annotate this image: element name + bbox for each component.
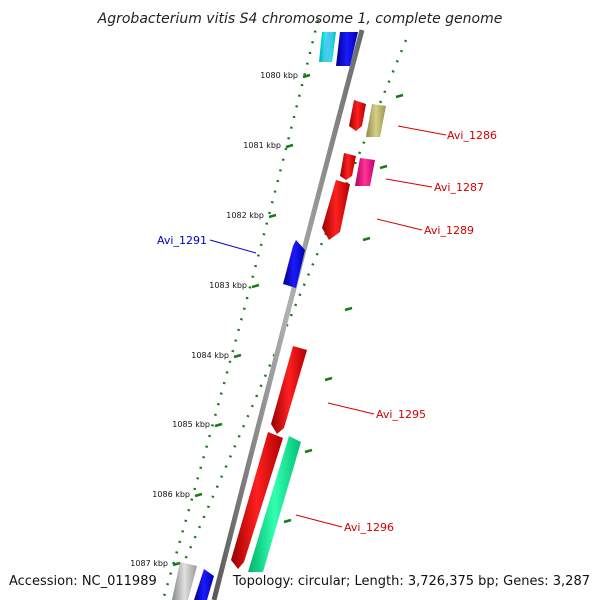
gene-label-avi-1296[interactable]: Avi_1296 bbox=[344, 521, 394, 534]
gene-arrow-red-1296a bbox=[231, 432, 283, 569]
kbp-tick-mark bbox=[302, 73, 311, 79]
kbp-tick-label: 1081 kbp bbox=[243, 141, 281, 150]
gene-arrow-grey-bottom bbox=[172, 562, 197, 600]
strand-tick-mark bbox=[304, 448, 313, 454]
gene-arrow-blue-top bbox=[336, 32, 358, 66]
kbp-tick-mark bbox=[285, 143, 294, 149]
gene-leader-line bbox=[327, 402, 375, 415]
kbp-tick-mark bbox=[233, 353, 242, 359]
kbp-tick-mark bbox=[268, 213, 277, 219]
kbp-tick-label: 1083 kbp bbox=[209, 281, 247, 290]
kbp-tick-mark bbox=[251, 283, 260, 289]
gene-label-avi-1289[interactable]: Avi_1289 bbox=[424, 224, 474, 237]
strand-tick-mark bbox=[344, 306, 353, 312]
gene-arrow-red-1285 bbox=[349, 100, 366, 131]
strand-tick-mark bbox=[324, 376, 333, 382]
gene-leader-line bbox=[376, 218, 423, 231]
gene-arrow-blue-bottom bbox=[194, 569, 214, 600]
gene-leader-line bbox=[295, 514, 343, 528]
gene-label-avi-1295[interactable]: Avi_1295 bbox=[376, 408, 426, 421]
gene-arrow-red-1295 bbox=[271, 346, 307, 434]
kbp-tick-label: 1080 kbp bbox=[260, 71, 298, 80]
gene-label-avi-1287[interactable]: Avi_1287 bbox=[434, 181, 484, 194]
gene-leader-line bbox=[397, 125, 447, 136]
strand-tick-mark bbox=[395, 93, 404, 99]
kbp-tick-label: 1085 kbp bbox=[172, 420, 210, 429]
topology-summary: Topology: circular; Length: 3,726,375 bp… bbox=[232, 574, 590, 589]
map-title: Agrobacterium vitis S4 chromosome 1, com… bbox=[97, 11, 503, 27]
gene-leader-line bbox=[385, 178, 433, 188]
kbp-tick-label: 1084 kbp bbox=[191, 351, 229, 360]
kbp-tick-label: 1086 kbp bbox=[152, 490, 190, 499]
kbp-tick-mark bbox=[172, 561, 181, 567]
gene-arrow-blue-1291 bbox=[283, 240, 305, 288]
gene-arrow-lightblue-top bbox=[323, 32, 333, 62]
gene-arrow-khaki-1286 bbox=[366, 104, 386, 137]
gene-arrow-green-1296 bbox=[248, 436, 301, 572]
gene-arrow-magenta-1287 bbox=[355, 158, 375, 186]
gene-label-avi-1291[interactable]: Avi_1291 bbox=[157, 234, 207, 247]
gene-leader-line bbox=[209, 239, 257, 254]
kbp-tick-group: 1080 kbp 1081 kbp 1082 kbp 1083 kbp 1084 kbp… bbox=[130, 71, 404, 568]
kbp-tick-label: 1082 kbp bbox=[226, 211, 264, 220]
kbp-tick-mark bbox=[214, 422, 223, 428]
strand-tick-mark bbox=[362, 236, 371, 242]
kbp-tick-mark bbox=[194, 492, 203, 498]
chromosome-backbone bbox=[211, 29, 365, 600]
strand-tick-mark bbox=[379, 164, 388, 170]
kbp-tick-label: 1087 kbp bbox=[130, 559, 168, 568]
inner-tick-track bbox=[161, 19, 320, 600]
accession-label: Accession: NC_011989 bbox=[9, 574, 157, 589]
strand-tick-mark bbox=[283, 518, 292, 524]
gene-label-avi-1286[interactable]: Avi_1286 bbox=[447, 129, 497, 142]
gene-label-group: Avi_1286 Avi_1287 Avi_1289 Avi_1291 Avi_1295… bbox=[157, 125, 497, 534]
gene-arrow-red-1287a bbox=[340, 153, 356, 180]
gene-arrow-red-1289 bbox=[322, 180, 350, 240]
